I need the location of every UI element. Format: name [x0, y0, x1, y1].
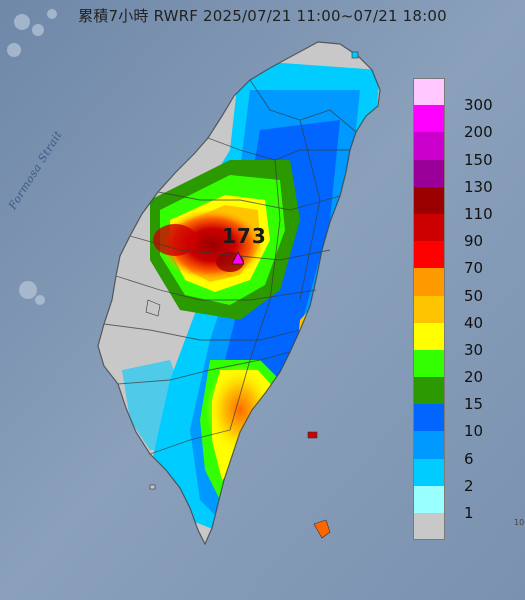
- map-title: 累積7小時 RWRF 2025/07/21 11:00~07/21 18:00: [0, 0, 525, 30]
- legend-row: 30: [413, 322, 505, 358]
- legend-swatch: [413, 322, 445, 350]
- legend-label: 130: [464, 177, 493, 196]
- legend-row: 15: [413, 377, 505, 412]
- legend-label: 300: [464, 96, 493, 115]
- rainfall-legend: 300 200 150 130 110 90 70 50 40 30 20 15 10 6 2 1: [413, 78, 505, 541]
- legend-row: 2: [413, 458, 505, 494]
- legend-label: 50: [464, 286, 484, 305]
- legend-label: 30: [464, 340, 484, 359]
- legend-row: 40: [413, 295, 505, 331]
- legend-label: 1: [464, 504, 474, 522]
- legend-row: 20: [413, 349, 505, 385]
- legend-swatch: [413, 105, 445, 133]
- legend-swatch: [413, 404, 445, 432]
- legend-label: 6: [464, 449, 474, 468]
- legend-row: 10: [413, 404, 505, 439]
- legend-swatch: [413, 458, 445, 486]
- legend-label: 2: [464, 476, 474, 495]
- legend-row: 90: [413, 213, 505, 249]
- legend-swatch: [413, 377, 445, 405]
- legend-label: 110: [464, 204, 493, 223]
- legend-row: 150: [413, 132, 505, 168]
- legend-row: 110: [413, 186, 505, 222]
- legend-label: 10: [464, 422, 484, 441]
- legend-label: 70: [464, 259, 484, 278]
- legend-label: 150: [464, 150, 493, 169]
- legend-swatch: [413, 186, 445, 214]
- legend-row: 130: [413, 159, 505, 195]
- cloud-specks: [7, 9, 57, 305]
- legend-swatch: [413, 431, 445, 459]
- legend-swatch: [413, 241, 445, 269]
- legend-label: 200: [464, 123, 493, 142]
- legend-row: 70: [413, 241, 505, 276]
- legend-swatch: [413, 268, 445, 296]
- legend-label: 90: [464, 232, 484, 251]
- legend-row: 6: [413, 431, 505, 467]
- legend-swatch: [413, 78, 445, 106]
- legend-row: [413, 513, 505, 541]
- legend-row: 300: [413, 78, 505, 113]
- map-title-text: 累積7小時 RWRF 2025/07/21 11:00~07/21 18:00: [78, 6, 447, 25]
- legend-row: 50: [413, 268, 505, 304]
- county-boundaries: [97, 41, 381, 546]
- legend-swatch: [413, 513, 445, 541]
- legend-swatch: [413, 485, 445, 513]
- legend-swatch: [413, 159, 445, 187]
- legend-swatch: [413, 349, 445, 378]
- corner-label: 10: [514, 518, 525, 527]
- max-rainfall-marker: [231, 251, 245, 265]
- max-rainfall-value: 173: [222, 224, 267, 248]
- offshore-islands: [145, 51, 359, 539]
- legend-row: 200: [413, 105, 505, 140]
- legend-swatch: [413, 132, 445, 160]
- legend-label: 20: [464, 368, 484, 387]
- legend-row: 1: [413, 485, 505, 521]
- legend-label: 40: [464, 313, 484, 332]
- legend-swatch: [413, 295, 445, 323]
- legend-label: 15: [464, 395, 484, 414]
- legend-swatch: [413, 213, 445, 242]
